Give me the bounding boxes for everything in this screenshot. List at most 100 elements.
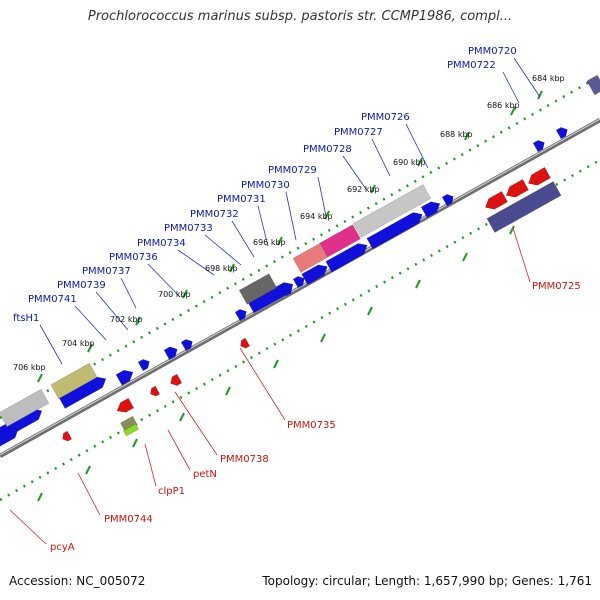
scale-tick [417, 157, 423, 167]
scale-tick [510, 106, 516, 116]
forward-gene [234, 309, 247, 322]
tick-label: 688 kbp [440, 130, 473, 139]
scale-tick [135, 316, 141, 326]
scale-tick [537, 90, 543, 100]
clpP1-box-light [123, 423, 139, 437]
gene-label[interactable]: PMM0727 [334, 127, 383, 138]
gene-label[interactable]: PMM0726 [361, 112, 410, 123]
reverse-box [486, 181, 562, 233]
leader-line [144, 443, 157, 487]
leader-line [257, 205, 269, 247]
leader-line [9, 509, 47, 545]
inner-scale-tick [179, 412, 185, 422]
forward-gene-shape [555, 127, 568, 140]
gene-features [0, 74, 600, 449]
forward-gene-shape [180, 339, 193, 352]
forward-gene [115, 369, 134, 386]
leader-line [167, 429, 191, 471]
gene-label[interactable]: PMM0738 [220, 454, 269, 465]
scale-tick [277, 236, 283, 246]
tick-label: 706 kbp [13, 363, 46, 372]
forward-gene-shape [280, 284, 293, 297]
inner-scale-tick [320, 333, 326, 343]
reverse-gene [150, 385, 161, 397]
forward-gene [292, 276, 305, 289]
gene-label[interactable]: PMM0735 [287, 420, 336, 431]
gene-label[interactable]: pcyA [50, 542, 75, 553]
reverse-gene-shape [527, 166, 551, 186]
forward-gene-shape [441, 194, 454, 207]
scale-tick [370, 184, 376, 194]
leader-line [405, 123, 429, 169]
forward-gene [137, 359, 150, 372]
tick-label: 704 kbp [62, 339, 95, 348]
forward-gene-shape [325, 243, 368, 273]
forward-gene-shape [0, 427, 19, 449]
gene-label[interactable]: PMM0733 [164, 223, 213, 234]
inner-scale-ticks [37, 225, 515, 502]
reverse-gene [484, 190, 508, 210]
gene-label[interactable]: ftsH1 [13, 313, 39, 324]
leader-line [74, 305, 107, 341]
reverse-gene [527, 166, 551, 186]
scale-tick [229, 263, 235, 273]
gene-label[interactable]: PMM0736 [109, 252, 158, 263]
tick-label: 698 kbp [205, 264, 238, 273]
magenta-gene-box-shape [319, 224, 361, 258]
purple-gene-box-shape [586, 74, 600, 96]
inner-scale-tick [85, 465, 91, 475]
gene-label[interactable]: PMM0730 [241, 180, 290, 191]
forward-gene-shape [234, 309, 247, 322]
scale-tick [324, 210, 330, 220]
reverse-gene-shape [150, 385, 161, 397]
gene-label[interactable]: PMM0739 [57, 280, 106, 291]
scale-tick [87, 343, 93, 353]
gene-label[interactable]: petN [193, 469, 217, 480]
gene-label[interactable]: PMM0737 [82, 266, 131, 277]
forward-gene [532, 140, 545, 153]
reverse-gene-shape [240, 337, 251, 349]
gene-label[interactable]: PMM0744 [104, 514, 153, 525]
gene-label[interactable]: PMM0729 [268, 165, 317, 176]
gene-label[interactable]: PMM0732 [190, 209, 239, 220]
reverse-gene-shape [505, 178, 529, 198]
inner-scale-tick [415, 279, 421, 289]
leader-line [231, 220, 255, 258]
reverse-gene [116, 397, 135, 413]
gene-label[interactable]: clpP1 [158, 486, 185, 497]
leader-line [177, 249, 215, 276]
gene-label[interactable]: PMM0728 [303, 144, 352, 155]
clpP1-box-light-shape [123, 423, 139, 437]
gene-label[interactable]: PMM0722 [447, 60, 496, 71]
scale-tick [37, 373, 43, 383]
olive-gene-box-shape [50, 362, 98, 400]
gene-label[interactable]: PMM0741 [28, 294, 77, 305]
gene-label[interactable]: PMM0725 [532, 281, 581, 292]
scale-tick [182, 289, 188, 299]
leader-line [174, 391, 218, 456]
gene-label[interactable]: PMM0734 [137, 238, 186, 249]
scale-ticks [37, 90, 543, 383]
accession-text: Accession: NC_005072 [9, 574, 146, 588]
forward-gene [420, 201, 441, 219]
purple-gene-box [586, 74, 600, 96]
reverse-gene [505, 178, 529, 198]
reverse-box-shape [486, 181, 562, 233]
grey-gene-box [238, 273, 278, 305]
pseudo-gene-box [0, 388, 50, 428]
inner-scale-tick [367, 306, 373, 316]
leader-line [317, 176, 327, 217]
tick-label: 696 kbp [253, 238, 286, 247]
forward-gene [180, 339, 193, 352]
lightgrey-gene-box [352, 184, 432, 238]
leader-line [371, 138, 391, 177]
inner-scale-tick [225, 386, 231, 396]
reverse-gene-shape [170, 373, 183, 386]
leader-line [204, 234, 242, 266]
inner-scale-tick [273, 359, 279, 369]
forward-gene [555, 127, 568, 140]
gene-label[interactable]: PMM0731 [217, 194, 266, 205]
forward-gene [280, 284, 293, 297]
gene-label[interactable]: PMM0720 [468, 46, 517, 57]
